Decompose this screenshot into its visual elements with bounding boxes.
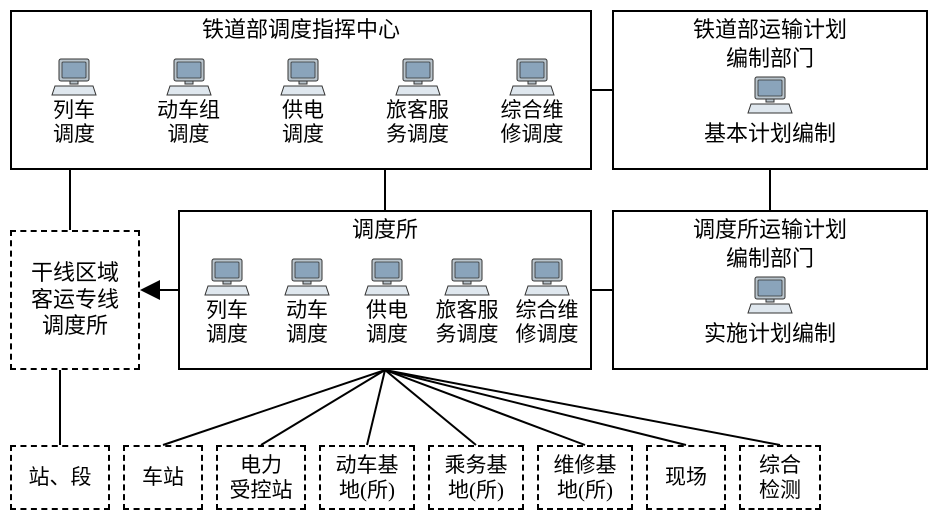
title-top-center: 铁道部调度指挥中心 — [12, 12, 590, 45]
title-mid-center: 调度所 — [180, 212, 590, 245]
box-mid-center: 调度所 列车 调度 动车 调度 供电 调度 旅客服 务调度 综合维 修调度 — [178, 210, 592, 370]
bottom-box: 动车基 地(所) — [319, 445, 415, 510]
station: 综合维 修调度 — [482, 58, 582, 146]
computer-icon — [524, 258, 570, 296]
bottom-box: 电力 受控站 — [216, 445, 306, 510]
station: 供电 调度 — [253, 58, 353, 146]
title-mid-right: 调度所运输计划 编制部门 — [614, 212, 926, 273]
box-top-center: 铁道部调度指挥中心 列车 调度 动车组 调度 供电 调度 旅客服 务调度 综合维… — [10, 10, 592, 170]
station-label: 基本计划编制 — [704, 116, 836, 148]
station-label: 供电 调度 — [282, 98, 324, 146]
mid-right-station: 实施计划编制 — [614, 276, 926, 348]
bottom-box: 站、段 — [10, 445, 110, 510]
station-label: 动车 调度 — [286, 298, 328, 346]
computer-icon — [204, 258, 250, 296]
computer-icon — [509, 58, 555, 96]
computer-icon — [395, 58, 441, 96]
station: 旅客服 务调度 — [430, 258, 504, 346]
bottom-box: 车站 — [123, 445, 203, 510]
mid-stations-row: 列车 调度 动车 调度 供电 调度 旅客服 务调度 综合维 修调度 — [190, 258, 584, 346]
computer-icon — [747, 276, 793, 314]
top-right-station: 基本计划编制 — [614, 76, 926, 148]
station-label: 列车 调度 — [206, 298, 248, 346]
computer-icon — [51, 58, 97, 96]
station: 旅客服 务调度 — [368, 58, 468, 146]
bottom-box: 综合 检测 — [739, 445, 821, 510]
station: 综合维 修调度 — [510, 258, 584, 346]
box-left-dashed: 干线区域 客运专线 调度所 — [10, 230, 140, 370]
computer-icon — [166, 58, 212, 96]
station-label: 综合维 修调度 — [516, 298, 579, 346]
station: 列车 调度 — [190, 258, 264, 346]
station: 动车 调度 — [270, 258, 344, 346]
box-mid-right: 调度所运输计划 编制部门 实施计划编制 — [612, 210, 928, 370]
bottom-box: 乘务基 地(所) — [428, 445, 524, 510]
station-label: 旅客服 务调度 — [386, 98, 449, 146]
computer-icon — [280, 58, 326, 96]
station-label: 动车组 调度 — [157, 98, 220, 146]
top-stations-row: 列车 调度 动车组 调度 供电 调度 旅客服 务调度 综合维 修调度 — [24, 58, 582, 146]
bottom-row: 站、段车站电力 受控站动车基 地(所)乘务基 地(所)维修基 地(所)现场综合 … — [10, 445, 931, 510]
computer-icon — [747, 76, 793, 114]
station: 供电 调度 — [350, 258, 424, 346]
station: 动车组 调度 — [139, 58, 239, 146]
station-label: 列车 调度 — [53, 98, 95, 146]
box-top-right: 铁道部运输计划 编制部门 基本计划编制 — [612, 10, 928, 170]
station: 列车 调度 — [24, 58, 124, 146]
left-dashed-label: 干线区域 客运专线 调度所 — [31, 260, 119, 339]
computer-icon — [444, 258, 490, 296]
station-label: 供电 调度 — [366, 298, 408, 346]
bottom-box: 维修基 地(所) — [537, 445, 633, 510]
station-label: 综合维 修调度 — [501, 98, 564, 146]
computer-icon — [364, 258, 410, 296]
station-label: 实施计划编制 — [704, 316, 836, 348]
bottom-box: 现场 — [646, 445, 726, 510]
computer-icon — [284, 258, 330, 296]
station-label: 旅客服 务调度 — [436, 298, 499, 346]
title-top-right: 铁道部运输计划 编制部门 — [614, 12, 926, 73]
